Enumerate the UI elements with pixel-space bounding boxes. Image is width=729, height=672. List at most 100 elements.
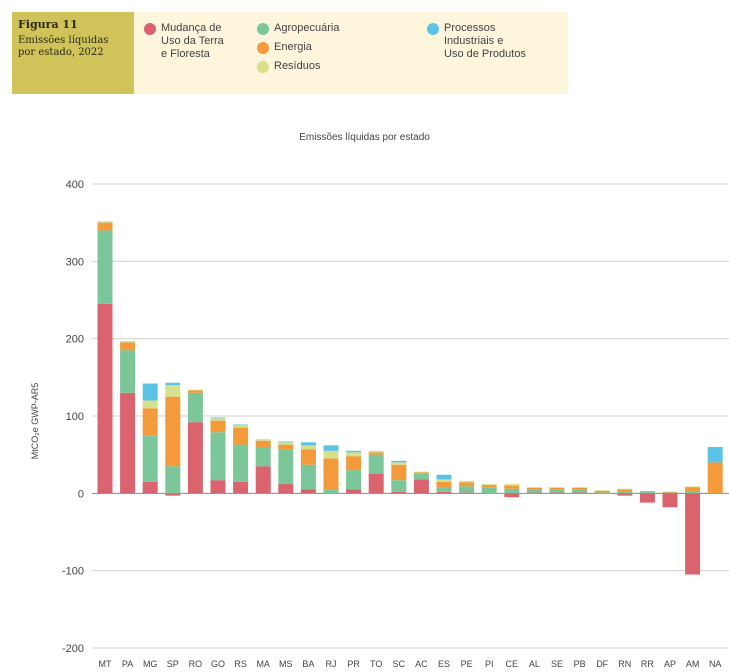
bar-segment-residuos	[572, 487, 588, 488]
y-tick-label: 400	[66, 179, 84, 191]
bar-segment-energia	[436, 481, 452, 488]
bar-segment-ind	[300, 442, 316, 446]
x-tick-label: SC	[393, 659, 406, 669]
bar-segment-ind	[210, 417, 226, 419]
x-tick-label: ES	[438, 659, 450, 669]
y-tick-label: -100	[62, 566, 84, 578]
bar-segment-ind	[142, 383, 158, 401]
bar-segment-luc	[233, 481, 249, 494]
bar-segment-agro	[368, 454, 384, 474]
bar-segment-residuos	[233, 425, 249, 428]
bar-segment-agro	[481, 487, 497, 494]
legend-item-luc: Mudança de Uso da Terra e Floresta	[144, 22, 224, 61]
x-tick-label: SE	[551, 659, 563, 669]
bar-segment-residuos	[685, 486, 701, 488]
figure-number: Figura 11	[18, 18, 78, 31]
x-tick-label: PR	[347, 659, 360, 669]
x-tick-label: AM	[686, 659, 700, 669]
bar-segment-residuos	[413, 471, 429, 473]
bar-segment-residuos	[300, 445, 316, 450]
bar-segment-energia	[368, 452, 384, 455]
x-tick-label: DF	[596, 659, 608, 669]
bar-segment-agro	[639, 491, 655, 494]
bar-segment-residuos	[255, 439, 271, 441]
bar-segment-luc	[368, 474, 384, 494]
x-tick-label: PA	[122, 659, 133, 669]
bar-segment-agro	[120, 350, 136, 393]
bar-segment-agro	[210, 432, 226, 481]
bar-segment-energia	[278, 444, 294, 450]
legend-item-energia: Energia	[257, 41, 312, 54]
bar-segment-residuos	[436, 479, 452, 482]
legend-label: Processos Industriais e Uso de Produtos	[444, 22, 526, 60]
bar-segment-agro	[459, 486, 475, 493]
x-tick-label: BA	[302, 659, 314, 669]
bar-segment-energia	[323, 458, 339, 490]
figure-subtitle: Emissões líquidas por estado, 2022	[18, 35, 109, 58]
bar-segment-energia	[481, 484, 497, 488]
legend-swatch-agro	[257, 23, 269, 35]
bar-segment-luc	[300, 489, 316, 494]
legend-swatch-residuos	[257, 61, 269, 73]
x-tick-label: AL	[529, 659, 540, 669]
bar-segment-agro	[97, 230, 113, 304]
bar-segment-luc	[278, 484, 294, 494]
legend-swatch-energia	[257, 42, 269, 54]
bar-segment-ind	[707, 446, 723, 463]
bar-segment-luc	[255, 466, 271, 494]
bar-segment-residuos	[165, 385, 181, 397]
bar-segment-residuos	[459, 480, 475, 483]
bar-segment-agro	[504, 488, 520, 494]
bar-segment-luc	[617, 493, 633, 496]
bar-segment-energia	[210, 420, 226, 433]
bar-segment-energia	[707, 462, 723, 494]
bar-segment-agro	[594, 492, 610, 494]
bar-segment-energia	[572, 487, 588, 490]
bar-segment-energia	[685, 487, 701, 492]
x-tick-label: RO	[189, 659, 203, 669]
bar-segment-ind	[346, 450, 362, 453]
bar-segment-residuos	[481, 484, 497, 485]
bar-segment-agro	[572, 489, 588, 493]
bar-segment-residuos	[97, 221, 113, 223]
bar-segment-energia	[97, 222, 113, 231]
bar-segment-luc	[187, 422, 203, 494]
bar-segment-agro	[617, 491, 633, 494]
bar-segment-residuos	[142, 400, 158, 409]
bar-segment-residuos	[617, 488, 633, 490]
bar-segment-agro	[662, 492, 678, 494]
bar-segment-residuos	[368, 450, 384, 453]
bar-segment-luc	[413, 479, 429, 494]
legend-label: Resíduos	[274, 60, 321, 72]
legend-item-residuos: Resíduos	[257, 60, 320, 73]
bar-segment-agro	[142, 435, 158, 482]
bar-segment-energia	[120, 342, 136, 351]
figure-header: Figura 11 Emissões líquidas por estado, …	[12, 12, 568, 94]
y-axis-label: MtCO₂e GWP-AR5	[30, 383, 40, 460]
x-tick-label: MA	[256, 659, 270, 669]
legend-item-agro: Agropecuária	[257, 22, 339, 35]
bar-segment-ind	[436, 474, 452, 480]
x-tick-label: RJ	[326, 659, 337, 669]
bar-segment-luc	[391, 491, 407, 494]
bar-segment-residuos	[323, 450, 339, 459]
bar-segment-residuos	[346, 452, 362, 457]
bar-segment-ind	[323, 445, 339, 451]
bar-segment-energia	[233, 427, 249, 445]
bar-segment-agro	[549, 489, 565, 493]
x-tick-label: PB	[574, 659, 586, 669]
x-tick-label: MT	[99, 659, 112, 669]
bar-segment-ind	[278, 441, 294, 443]
bar-segment-energia	[526, 487, 542, 490]
bar-segment-luc	[97, 303, 113, 494]
bar-segment-luc	[459, 492, 475, 494]
bar-segment-energia	[549, 487, 565, 490]
x-tick-label: GO	[211, 659, 225, 669]
bar-segment-agro	[165, 466, 181, 494]
legend-label: Mudança de Uso da Terra e Floresta	[161, 22, 224, 60]
bar-segment-energia	[413, 472, 429, 474]
x-tick-label: NA	[709, 659, 722, 669]
bar-segment-luc	[572, 492, 588, 494]
bar-segment-energia	[142, 408, 158, 436]
